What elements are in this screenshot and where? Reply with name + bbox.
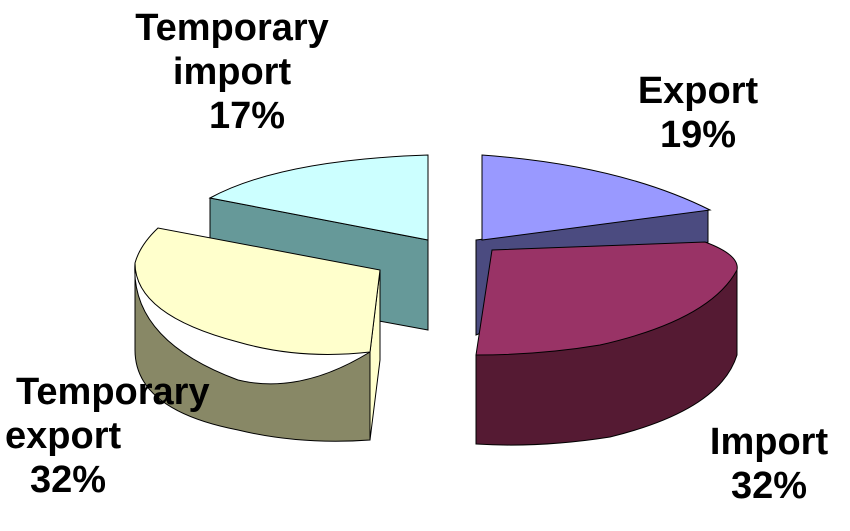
slice-temporary-export xyxy=(134,227,381,442)
slice-import xyxy=(475,241,738,446)
label-temporary-import-pct: 17% xyxy=(208,95,286,137)
label-export: Export 19% xyxy=(618,69,778,157)
label-export-pct: 19% xyxy=(659,114,737,156)
label-import-pct: 32% xyxy=(730,465,808,507)
slice-import-top xyxy=(475,241,738,356)
label-temporary-export-pct: 32% xyxy=(30,459,107,501)
slice-temporary-import-top xyxy=(208,154,429,241)
label-import: Import 32% xyxy=(694,420,844,508)
slice-temporary-export-top xyxy=(134,227,381,355)
label-temporary-import: Temporary import 17% xyxy=(112,6,352,138)
label-import-line1: Import xyxy=(709,421,829,463)
slice-export-top xyxy=(481,154,712,241)
label-export-line1: Export xyxy=(637,70,759,112)
label-temporary-import-line1: Temporary xyxy=(135,7,329,49)
label-temporary-import-line2: import xyxy=(172,51,292,93)
label-temporary-export-line1: Temporary xyxy=(16,371,210,413)
label-temporary-export-line2: export xyxy=(5,415,122,457)
label-temporary-export: Temporary export 32% xyxy=(0,370,250,502)
